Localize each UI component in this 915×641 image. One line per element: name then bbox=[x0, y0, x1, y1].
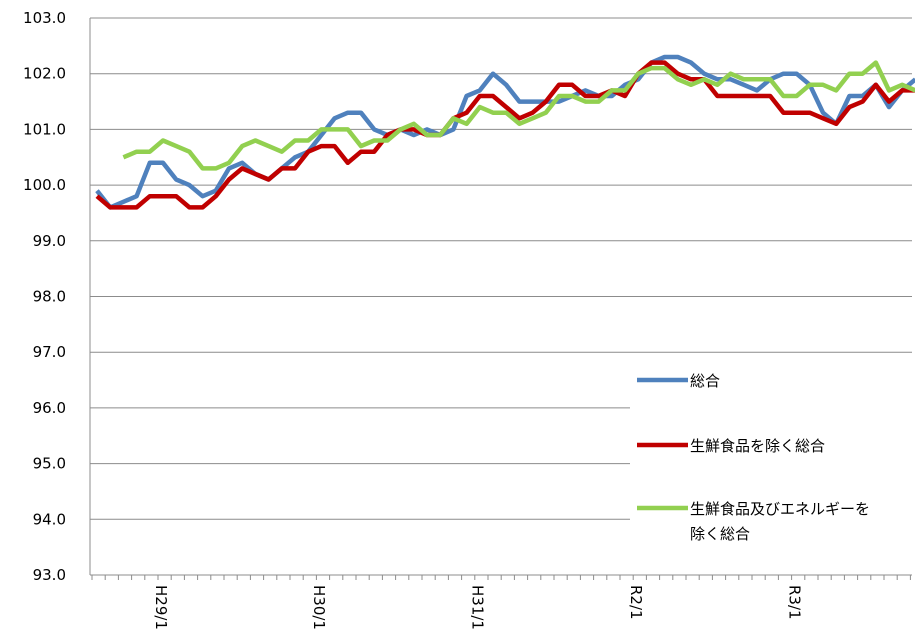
legend-label-1: 総合 bbox=[690, 372, 720, 390]
x-axis-tick-labels: H29/1 H30/1 H31/1 R2/1 R3/1 bbox=[152, 585, 804, 630]
legend-label-2: 生鮮食品を除く総合 bbox=[690, 437, 825, 455]
y-tick-label: 101.0 bbox=[23, 120, 66, 138]
y-tick-label: 102.0 bbox=[23, 65, 66, 83]
y-axis-tick-labels: 93.0 94.0 95.0 96.0 97.0 98.0 99.0 100.0 101.0 10… bbox=[23, 9, 66, 584]
x-tick-label: R2/1 bbox=[627, 585, 645, 620]
y-tick-label: 94.0 bbox=[33, 510, 66, 528]
data-series bbox=[95, 54, 915, 210]
series-line-2 bbox=[95, 60, 915, 210]
y-tick-label: 95.0 bbox=[33, 455, 66, 473]
x-tick-label: R3/1 bbox=[785, 585, 803, 620]
series-line-1 bbox=[95, 54, 915, 210]
y-tick-label: 99.0 bbox=[33, 232, 66, 250]
y-tick-label: 96.0 bbox=[33, 399, 66, 417]
y-tick-label: 103.0 bbox=[23, 9, 66, 27]
x-tick-label: H29/1 bbox=[152, 585, 170, 630]
gridlines bbox=[90, 17, 912, 520]
y-tick-label: 98.0 bbox=[33, 288, 66, 306]
legend-label-3: 除く総合 bbox=[690, 525, 750, 543]
series-line-3 bbox=[122, 60, 915, 171]
legend-background bbox=[630, 358, 912, 558]
axes bbox=[89, 18, 912, 580]
y-tick-label: 93.0 bbox=[33, 566, 66, 584]
x-tick-label: H31/1 bbox=[469, 585, 487, 630]
y-tick-label: 100.0 bbox=[23, 176, 66, 194]
y-tick-label: 97.0 bbox=[33, 343, 66, 361]
x-tick-label: H30/1 bbox=[310, 585, 328, 630]
legend-label-3: 生鮮食品及びエネルギーを bbox=[690, 500, 870, 518]
